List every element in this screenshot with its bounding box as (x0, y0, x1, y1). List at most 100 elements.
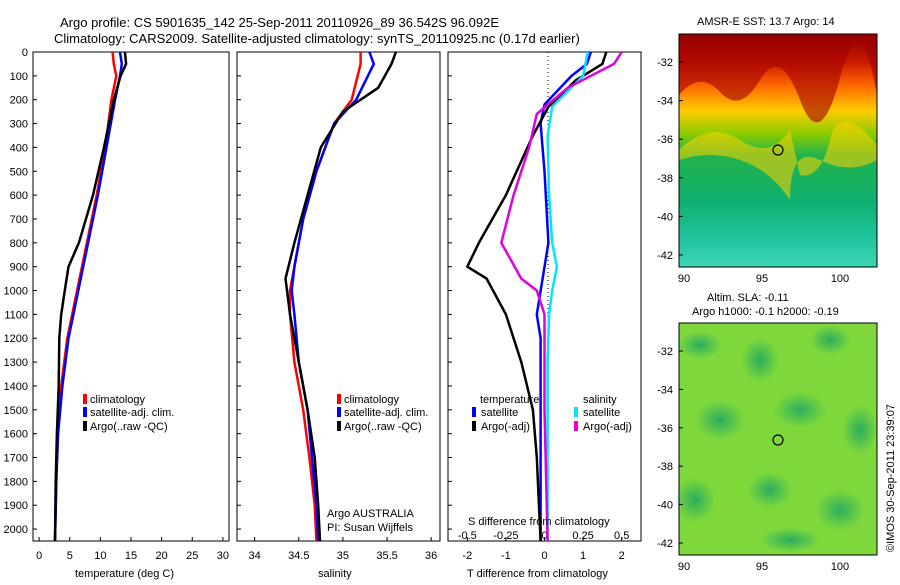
diff-xtick-labels: -2 -1 0 1 2 (462, 537, 625, 562)
temp-xtick-labels: 0 5 10 15 20 25 30 (36, 537, 229, 562)
temp-legend-satellite: satellite-adj. clim. (90, 407, 174, 419)
s-tick-label: 0.25 (572, 530, 593, 542)
s-tick-label: 0 (541, 530, 547, 542)
diff-legend-swatch-temp-sat (472, 407, 476, 417)
sla-map-border (678, 322, 878, 556)
sal-legend: climatology satellite-adj. clim. Argo(..… (337, 394, 428, 433)
sal-note-pi: PI: Susan Wijffels (327, 522, 413, 534)
diff-legend-sal-argo: Argo(-adj) (583, 421, 632, 433)
depth-tick-label: 1300 (4, 357, 28, 369)
diff-legend-sal-satellite: satellite (583, 407, 620, 419)
temp-legend-climatology: climatology (90, 394, 146, 406)
sst-map: AMSR-E SST: 13.7 Argo: 14 -32 -34 -36 -38 -4… (657, 16, 878, 285)
sla-xtick-labels: 90 95 100 (678, 561, 849, 573)
series-line-climatology (288, 52, 362, 542)
sal-legend-argo: Argo(..raw -QC) (344, 421, 422, 433)
map-lat-label: -38 (657, 173, 673, 185)
sal-series (284, 51, 398, 542)
series-line-temperature-argo-adj- (466, 51, 608, 542)
salinity-panel: 34 34.5 35 35.5 36 salinity climatology sate… (236, 51, 441, 580)
legend-swatch-satellite (83, 407, 87, 417)
sal-legend-swatch-argo (337, 421, 341, 431)
temp-series (53, 51, 128, 542)
x-tick-label: 0 (541, 550, 547, 562)
depth-tick-label: 400 (10, 142, 28, 154)
temp-axes-box (32, 51, 230, 542)
credit-text: ©IMOS 30-Sep-2011 23:39:07 (885, 404, 897, 552)
depth-tick-label: 1500 (4, 405, 28, 417)
x-tick-label: 15 (125, 550, 137, 562)
depth-tick-label: 100 (10, 71, 28, 83)
sal-xlabel: salinity (318, 568, 352, 580)
temperature-panel: 0100200300400500600700800900100011001200… (4, 47, 230, 580)
series-line-satellite-adj-clim- (290, 51, 376, 542)
series-line-salinity-satellite (546, 51, 589, 541)
diff-legend-temp-title: temperature (480, 394, 539, 406)
argo-location-marker (772, 144, 784, 156)
depth-tick-label: 1900 (4, 500, 28, 512)
sla-ytick-labels: -32 -34 -36 -38 -40 -42 (657, 346, 683, 550)
map-lat-label: -34 (657, 96, 673, 108)
map-lat-label: -40 (657, 211, 673, 223)
x-tick-label: -2 (462, 550, 472, 562)
depth-tick-label: 1600 (4, 429, 28, 441)
depth-tick-label: 1400 (4, 381, 28, 393)
sal-axes-box (236, 51, 441, 542)
diff-s-tick-labels: -0.5 -0.25 0 0.25 0.5 (458, 530, 630, 542)
map-lon-label: 95 (756, 273, 768, 285)
sla-pattern (675, 325, 878, 552)
diff-ytick-marks (448, 51, 452, 530)
series-line-argo-raw-qc- (284, 51, 398, 542)
map-lat-label: -36 (657, 134, 673, 146)
legend-swatch-climatology (83, 394, 87, 404)
s-tick-label: 0.5 (614, 530, 629, 542)
diff-xlabel: T difference from climatology (467, 568, 608, 580)
diff-series (466, 51, 623, 542)
map-lon-label: 95 (756, 561, 768, 573)
x-tick-label: 34.5 (288, 550, 309, 562)
series-line-salinity-argo-adj- (500, 51, 623, 542)
sal-legend-swatch-climatology (337, 394, 341, 404)
x-tick-label: 0 (36, 550, 42, 562)
depth-tick-label: 1800 (4, 476, 28, 488)
x-tick-label: 30 (217, 550, 229, 562)
temp-legend-argo: Argo(..raw -QC) (90, 421, 168, 433)
diff-legend-swatch-sal-sat (574, 407, 578, 417)
sst-map-title: AMSR-E SST: 13.7 Argo: 14 (697, 16, 835, 28)
map-lon-label: 90 (678, 273, 690, 285)
x-tick-label: 20 (156, 550, 168, 562)
sal-note-institution: Argo AUSTRALIA (327, 508, 414, 520)
depth-tick-labels: 0 100 200 300 400 500 600 700 800 900 1000 1100 1200… (4, 47, 37, 536)
depth-tick-label: 700 (10, 214, 28, 226)
diff-legend-temp-satellite: satellite (481, 407, 518, 419)
title-line-1: Argo profile: CS 5901635_142 25-Sep-2011… (60, 15, 499, 30)
map-lat-label: -42 (657, 250, 673, 262)
temp-legend: climatology satellite-adj. clim. Argo(..… (83, 394, 174, 433)
sal-ytick-marks (237, 51, 241, 530)
map-lon-label: 100 (831, 561, 849, 573)
depth-tick-label: 200 (10, 95, 28, 107)
diff-legend-temp-argo: Argo(-adj) (481, 421, 530, 433)
series-line-argo-raw-qc- (53, 51, 128, 542)
map-lat-label: -32 (657, 57, 673, 69)
depth-tick-label: 1700 (4, 453, 28, 465)
sla-map-title-1: Altim. SLA: -0.11 (707, 292, 789, 304)
sla-argo-location-marker (772, 434, 784, 446)
diff-top-label: S difference from climatology (468, 516, 610, 528)
sal-legend-satellite: satellite-adj. clim. (344, 407, 428, 419)
x-tick-label: 10 (94, 550, 106, 562)
map-lat-label: -42 (657, 538, 673, 550)
depth-tick-label: 1200 (4, 333, 28, 345)
diff-legend: temperature satellite Argo(-adj) salinit… (472, 394, 632, 433)
sla-map: Altim. SLA: -0.11 Argo h1000: -0.1 h2000… (657, 292, 878, 573)
sal-legend-swatch-satellite (337, 407, 341, 417)
x-tick-label: 35.5 (376, 550, 397, 562)
temp-xlabel: temperature (deg C) (75, 568, 174, 580)
x-tick-label: 34 (249, 550, 261, 562)
sal-xtick-labels: 34 34.5 35 35.5 36 (249, 537, 437, 562)
depth-tick-label: 900 (10, 262, 28, 274)
sst-map-border (678, 33, 878, 268)
sst-ytick-labels: -32 -34 -36 -38 -40 -42 (657, 57, 683, 262)
map-lon-label: 90 (678, 561, 690, 573)
map-lat-label: -40 (657, 500, 673, 512)
